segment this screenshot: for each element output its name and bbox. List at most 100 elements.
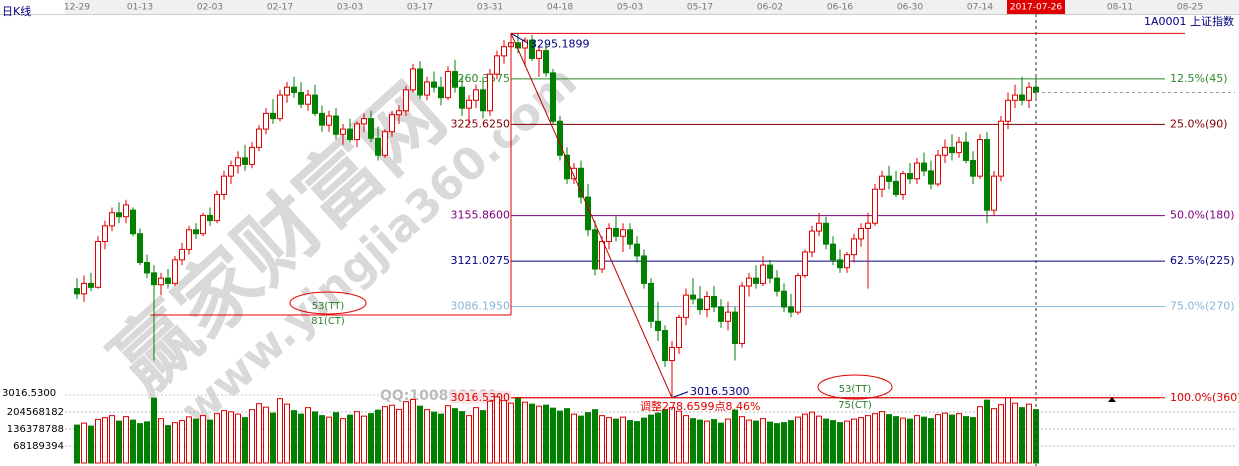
candle-body <box>1019 94 1025 101</box>
candle-body <box>270 112 276 120</box>
volume-bar <box>718 422 724 464</box>
volume-bar <box>270 412 276 464</box>
volume-bar <box>550 407 556 464</box>
candle-body <box>928 170 934 185</box>
candle-body <box>375 137 381 156</box>
candle-body <box>557 120 563 156</box>
volume-bar <box>921 416 927 464</box>
fib-label-bg <box>449 254 511 268</box>
candle-body <box>354 123 360 141</box>
volume-bar <box>186 416 192 464</box>
candle-body <box>956 141 962 154</box>
x-tick-label: 2017-07-26 <box>1010 3 1063 13</box>
candle-body <box>319 112 325 126</box>
fib-right-label: 75.0%(270) <box>1170 300 1235 313</box>
volume-bar <box>767 421 773 464</box>
candle-body <box>711 295 717 308</box>
candle-body <box>648 282 654 322</box>
volume-bar <box>585 412 591 464</box>
candle-body <box>914 162 920 180</box>
candle-body <box>298 91 304 105</box>
candle-body <box>963 141 969 161</box>
volume-bar <box>333 412 339 464</box>
candle-body <box>347 128 353 141</box>
volume-bar <box>1005 397 1011 464</box>
candle-body <box>361 118 367 125</box>
candle-body <box>816 222 822 232</box>
volume-bar <box>228 411 234 464</box>
x-tick-label: 06-02 <box>757 3 783 13</box>
candle-body <box>858 227 864 240</box>
candle-body <box>795 275 801 313</box>
candle-body <box>172 259 178 284</box>
candle-body <box>81 282 87 295</box>
volume-bar <box>214 413 220 464</box>
volume-bar <box>165 425 171 464</box>
candle-body <box>753 277 759 284</box>
candle-body <box>1012 94 1018 101</box>
x-tick-label: 04-18 <box>547 3 573 13</box>
candle-body <box>144 261 150 274</box>
candle-body <box>669 346 675 362</box>
volume-bar <box>564 408 570 464</box>
candle-body <box>305 94 311 105</box>
volume-bar <box>382 406 388 464</box>
candle-body <box>438 86 444 99</box>
candle-body <box>431 81 437 88</box>
volume-bar <box>305 407 311 464</box>
annotation-ct: 81(CT) <box>311 316 345 327</box>
x-tick-label: 02-17 <box>267 3 293 13</box>
volume-bar <box>760 418 766 464</box>
candle-body <box>326 115 332 126</box>
x-tick-label: 03-17 <box>407 3 433 13</box>
candle-body <box>417 68 423 96</box>
volume-bar <box>515 397 521 464</box>
volume-bar <box>641 417 647 464</box>
volume-bar <box>599 415 605 464</box>
candle-body <box>221 175 227 195</box>
annotation-tt: 53(TT) <box>839 384 872 395</box>
volume-bar <box>879 411 885 464</box>
volume-bar <box>886 414 892 464</box>
candle-body <box>774 277 780 292</box>
candle-body <box>179 248 185 261</box>
volume-bar <box>375 409 381 464</box>
volume-bar <box>207 419 213 464</box>
candle-body <box>459 86 465 109</box>
y-tick-label: 136378788 <box>7 424 64 435</box>
volume-bar <box>312 411 318 464</box>
volume-bar <box>466 415 472 464</box>
candle-body <box>200 214 206 235</box>
x-tick-label: 07-14 <box>967 3 993 13</box>
candle-body <box>886 175 892 182</box>
candle-body <box>718 306 724 322</box>
volume-bar <box>858 417 864 464</box>
candle-body <box>655 320 661 331</box>
candle-body <box>802 251 808 277</box>
volume-bar <box>410 398 416 464</box>
volume-bar <box>1026 403 1032 464</box>
candle-body <box>697 298 703 311</box>
candle-body <box>228 165 234 177</box>
volume-bar <box>613 418 619 464</box>
fib-left-label: 3121.0275 <box>451 254 511 267</box>
volume-bar <box>522 401 528 464</box>
volume-bar <box>914 415 920 464</box>
volume-bar <box>900 417 906 464</box>
candle-body <box>445 71 451 99</box>
volume-bar <box>802 413 808 464</box>
volume-bar <box>256 403 262 464</box>
y-tick-label: 204568182 <box>7 407 64 418</box>
y-axis-label: 3016.5300 <box>2 388 56 399</box>
volume-bar <box>928 418 934 464</box>
volume-bar <box>88 425 94 464</box>
candle-body <box>830 243 836 261</box>
volume-bar <box>795 416 801 464</box>
candle-body <box>256 128 262 148</box>
candle-body <box>207 214 213 222</box>
volume-bar <box>354 411 360 464</box>
volume-bar <box>683 415 689 464</box>
volume-bar <box>438 413 444 464</box>
candle-body <box>466 99 472 109</box>
